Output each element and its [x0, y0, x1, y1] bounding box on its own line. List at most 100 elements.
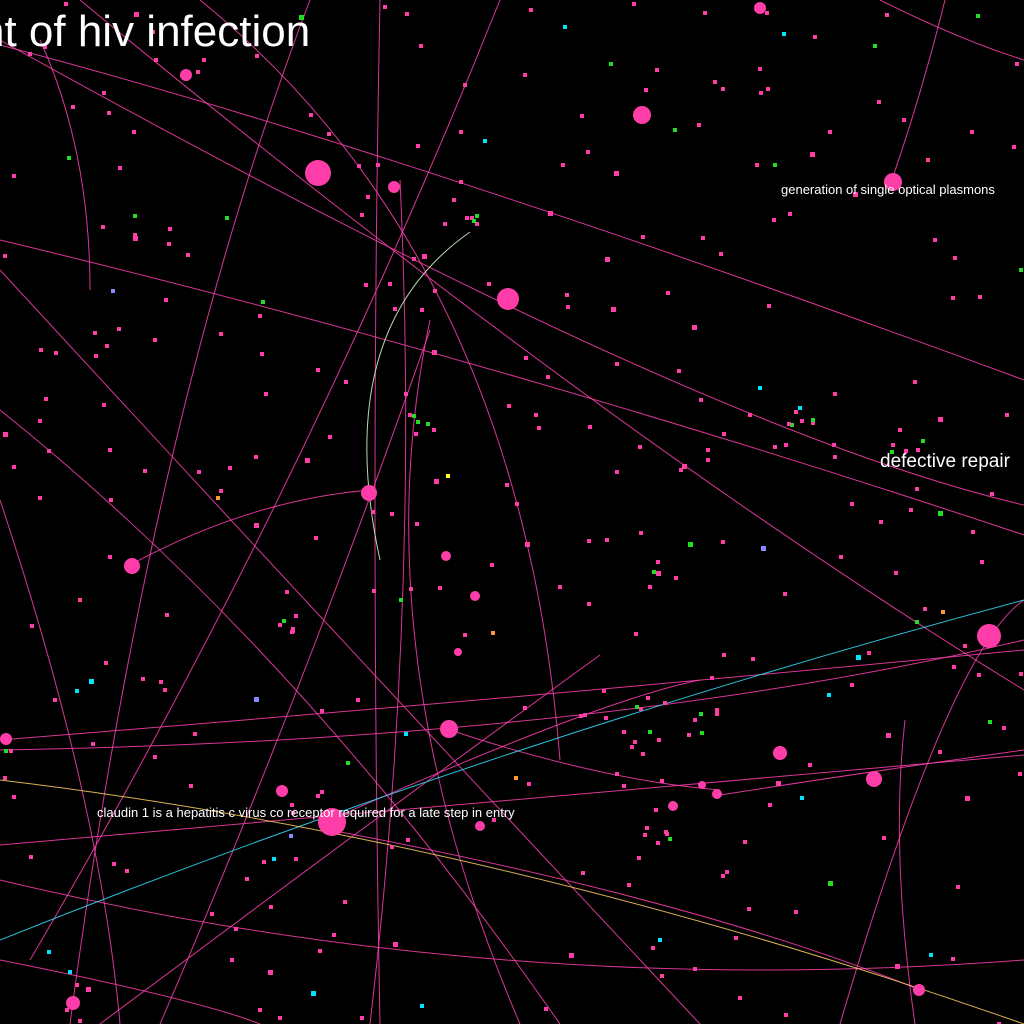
graph-node-small: [638, 445, 642, 449]
graph-edge: [0, 959, 261, 1024]
graph-node-small: [605, 538, 609, 542]
graph-node-small: [228, 466, 232, 470]
graph-edge: [0, 239, 1024, 536]
graph-node-small: [963, 644, 967, 648]
graph-node-small: [290, 630, 294, 634]
graph-node-small: [766, 87, 770, 91]
graph-node-small: [39, 348, 43, 352]
graph-node-small: [258, 1008, 262, 1012]
graph-node: [388, 181, 400, 193]
graph-node-small: [713, 80, 717, 84]
graph-node-small: [1019, 672, 1023, 676]
graph-node-small: [268, 970, 273, 975]
graph-node-small: [655, 68, 659, 72]
graph-node-small: [12, 174, 16, 178]
graph-node-small: [168, 227, 172, 231]
graph-node-small: [523, 73, 527, 77]
graph-node-small: [327, 132, 331, 136]
graph-node-small: [586, 150, 590, 154]
graph-node-small: [768, 803, 772, 807]
graph-node: [497, 288, 519, 310]
graph-node-small: [404, 392, 408, 396]
graph-node-small: [104, 661, 108, 665]
graph-node-small: [923, 607, 927, 611]
graph-node: [124, 558, 140, 574]
graph-node-small: [318, 949, 322, 953]
graph-edge: [69, 0, 311, 1024]
graph-node-small: [320, 709, 324, 713]
graph-node-small: [507, 404, 511, 408]
graph-node-small: [546, 375, 550, 379]
graph-node-small: [609, 62, 613, 66]
graph-node: [633, 106, 651, 124]
graph-node-small: [291, 811, 295, 815]
graph-node-small: [3, 776, 7, 780]
graph-node-small: [761, 546, 766, 551]
graph-node-small: [1019, 268, 1023, 272]
graph-node-small: [314, 536, 318, 540]
graph-node-small: [109, 498, 113, 502]
graph-node-small: [105, 344, 109, 348]
graph-node-small: [916, 448, 920, 452]
graph-node-small: [645, 826, 649, 830]
graph-node-small: [133, 236, 138, 241]
graph-node-small: [794, 410, 798, 414]
graph-node-small: [53, 698, 57, 702]
graph-node-small: [311, 991, 316, 996]
graph-edge: [719, 749, 1024, 796]
graph-node-small: [956, 885, 960, 889]
graph-node-small: [787, 422, 791, 426]
graph-node: [66, 996, 80, 1010]
graph-node-small: [101, 225, 105, 229]
graph-node-small: [285, 590, 289, 594]
graph-node-small: [94, 354, 98, 358]
graph-node-small: [328, 435, 332, 439]
graph-node-small: [715, 712, 719, 716]
graph-node-small: [652, 570, 656, 574]
graph-node-small: [873, 44, 877, 48]
graph-node-small: [108, 448, 112, 452]
graph-node-small: [360, 213, 364, 217]
graph-node-small: [938, 511, 943, 516]
graph-edge: [199, 0, 561, 761]
graph-node-small: [272, 857, 276, 861]
graph-node-small: [810, 152, 815, 157]
graph-node-small: [965, 796, 970, 801]
graph-node-small: [86, 987, 91, 992]
graph-node: [470, 591, 480, 601]
graph-edge: [0, 649, 1024, 741]
graph-node-small: [679, 468, 683, 472]
graph-node-small: [408, 413, 412, 417]
graph-node-small: [558, 585, 562, 589]
graph-node-small: [580, 114, 584, 118]
graph-node-small: [759, 91, 763, 95]
node-label-hiv-infection: nt of hiv infection: [0, 7, 311, 56]
graph-node-small: [748, 413, 752, 417]
graph-node-small: [971, 530, 975, 534]
graph-node-small: [651, 946, 655, 950]
graph-node-small: [622, 730, 626, 734]
graph-node-small: [393, 307, 397, 311]
graph-node-small: [316, 368, 320, 372]
graph-node-small: [637, 856, 641, 860]
graph-node-small: [164, 298, 168, 302]
graph-node-small: [216, 496, 220, 500]
graph-node: [180, 69, 192, 81]
graph-node-small: [953, 256, 957, 260]
graph-node-small: [921, 439, 925, 443]
graph-node: [305, 160, 331, 186]
graph-node-small: [898, 428, 902, 432]
graph-node-small: [839, 555, 843, 559]
graph-node-small: [415, 522, 419, 526]
graph-node-small: [747, 907, 751, 911]
graph-node-small: [933, 238, 937, 242]
graph-node-small: [706, 448, 710, 452]
graph-node: [475, 821, 485, 831]
graph-node-small: [997, 1022, 1001, 1024]
graph-node-small: [811, 421, 815, 425]
graph-node-small: [722, 653, 726, 657]
graph-node-small: [800, 419, 804, 423]
graph-node-small: [75, 983, 79, 987]
graph-node-small: [800, 796, 804, 800]
